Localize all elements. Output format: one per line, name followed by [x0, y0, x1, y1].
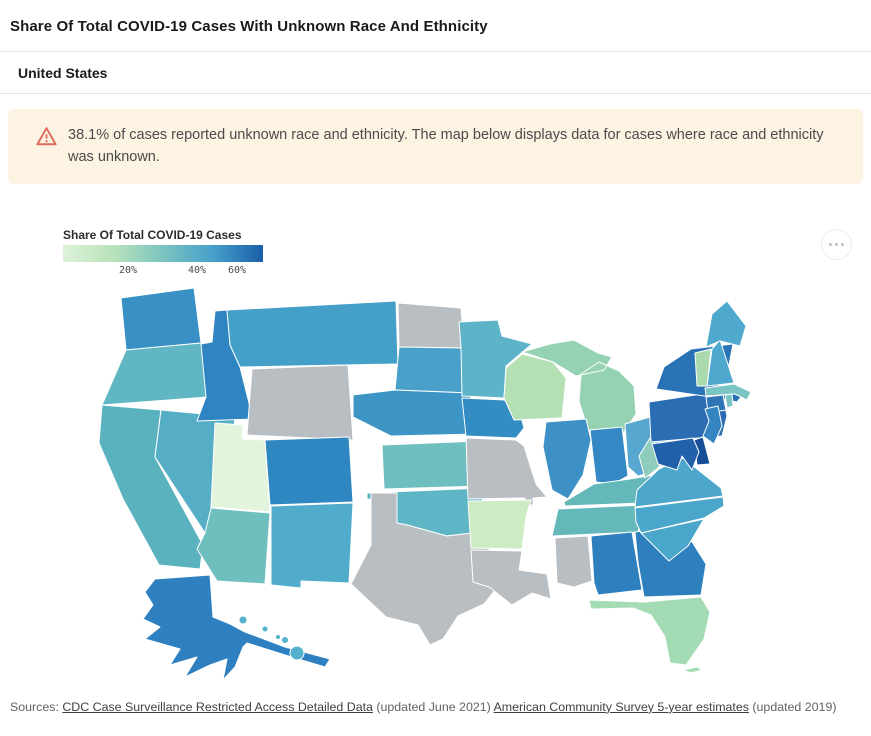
state-alabama[interactable]	[590, 531, 643, 596]
state-michigan[interactable]	[521, 339, 637, 433]
source-link-cdc[interactable]: CDC Case Surveillance Restricted Access …	[62, 699, 373, 714]
state-arkansas[interactable]	[467, 499, 532, 550]
source-link-acs[interactable]: American Community Survey 5-year estimat…	[493, 699, 749, 714]
state-alaska[interactable]	[142, 574, 331, 681]
region-bar: United States	[0, 52, 871, 94]
state-new-jersey[interactable]	[702, 405, 723, 445]
state-nebraska[interactable]	[352, 389, 479, 437]
state-louisiana[interactable]	[470, 549, 552, 606]
state-wyoming[interactable]	[246, 364, 354, 441]
state-wisconsin[interactable]	[503, 353, 567, 421]
sources-note: Sources: CDC Case Surveillance Restricte…	[0, 694, 871, 717]
state-texas[interactable]	[350, 492, 500, 646]
state-arizona[interactable]	[196, 507, 271, 585]
state-new-mexico[interactable]	[270, 502, 354, 589]
sources-suffix: (updated 2019)	[748, 699, 837, 714]
legend-tick-40: 40%	[187, 264, 207, 276]
state-hawaii[interactable]	[238, 615, 305, 661]
legend-ticks: 20% 40% 60%	[63, 265, 263, 279]
state-north-carolina[interactable]	[634, 496, 725, 534]
state-maine[interactable]	[705, 300, 747, 348]
state-north-dakota[interactable]	[397, 302, 465, 349]
chart-area: Share Of Total COVID-19 Cases 20% 40% 60…	[0, 184, 871, 694]
legend-tick-20: 20%	[118, 264, 138, 276]
state-missouri[interactable]	[465, 437, 548, 506]
state-montana[interactable]	[226, 300, 399, 368]
page-title: Share Of Total COVID-19 Cases With Unkno…	[10, 18, 488, 35]
alert-text: 38.1% of cases reported unknown race and…	[68, 127, 824, 166]
state-mississippi[interactable]	[554, 535, 593, 588]
state-massachusetts[interactable]	[704, 383, 752, 401]
state-utah[interactable]	[210, 422, 271, 513]
sources-between: (updated June 2021)	[372, 699, 494, 714]
state-illinois[interactable]	[542, 418, 592, 500]
ellipsis-icon	[829, 242, 844, 246]
state-rhode-island[interactable]	[724, 393, 734, 409]
state-south-dakota[interactable]	[394, 346, 471, 394]
state-indiana[interactable]	[589, 426, 629, 485]
legend-gradient-bar	[63, 244, 263, 262]
legend-title: Share Of Total COVID-19 Cases	[63, 227, 242, 242]
legend-tick-60: 60%	[227, 264, 247, 276]
chart-options-button[interactable]	[821, 228, 852, 260]
state-washington[interactable]	[120, 287, 202, 351]
state-minnesota[interactable]	[458, 319, 533, 399]
sources-prefix: Sources:	[10, 699, 63, 714]
alert-banner: 38.1% of cases reported unknown race and…	[8, 109, 863, 184]
state-new-hampshire[interactable]	[706, 339, 735, 387]
state-tennessee[interactable]	[551, 504, 646, 537]
page-header: Share Of Total COVID-19 Cases With Unkno…	[0, 0, 871, 52]
state-virginia[interactable]	[634, 457, 724, 508]
state-maryland[interactable]	[651, 437, 700, 471]
region-label: United States	[18, 65, 108, 81]
state-florida[interactable]	[588, 596, 711, 674]
us-choropleth-map	[98, 287, 752, 681]
state-oregon[interactable]	[101, 342, 209, 406]
warning-triangle-icon	[36, 126, 57, 146]
state-colorado[interactable]	[264, 436, 354, 506]
